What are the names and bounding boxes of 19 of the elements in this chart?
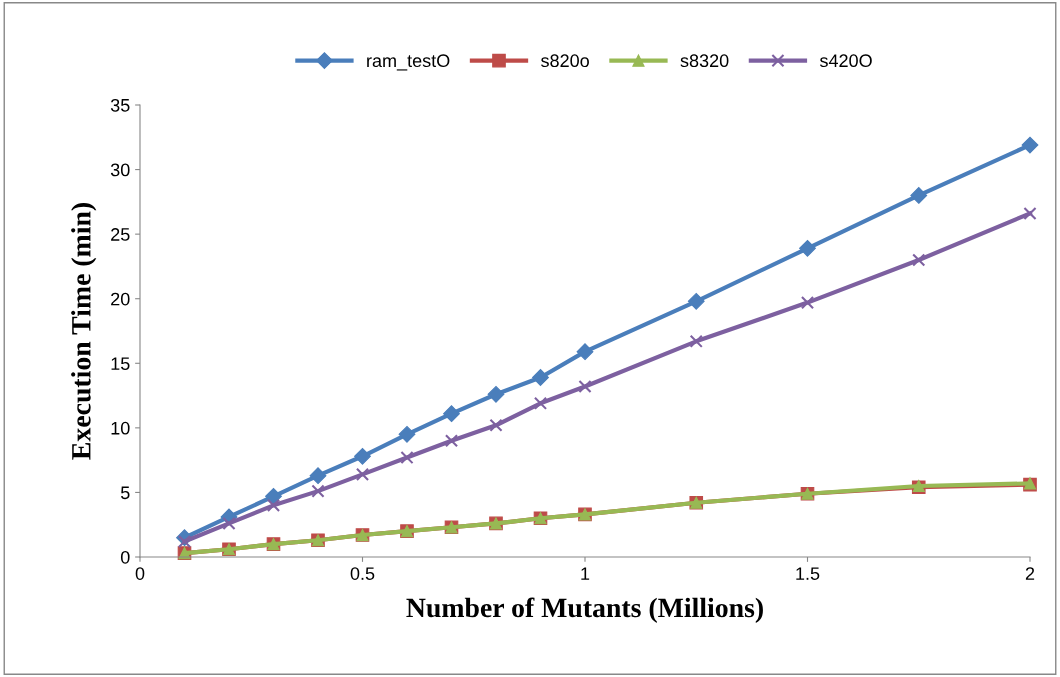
x-tick-label: 0.5 [350,567,375,580]
y-tick-label: 15 [111,357,130,371]
x-tick-label: 0 [135,567,145,580]
legend-label: s820o [541,54,589,68]
y-tick-label: 30 [110,163,130,177]
x-tick-label: 2 [1025,567,1035,580]
legend-label: s8320 [680,54,729,68]
y-axis-title: Execution Time (min) [71,203,97,460]
legend-label: ram_testO [367,54,450,71]
x-axis-title: Number of Mutants (Millions) [406,597,763,623]
x-tick-label: 1.5 [796,567,820,580]
y-tick-label: 5 [120,486,130,500]
legend-label: s420O [819,54,872,68]
y-tick-label: 20 [111,292,130,306]
y-tick-label: 35 [110,98,130,112]
y-tick-label: 0 [120,550,130,564]
x-tick-label: 1 [581,567,590,580]
y-tick-label: 25 [111,228,130,241]
y-tick-label: 10 [111,421,130,435]
